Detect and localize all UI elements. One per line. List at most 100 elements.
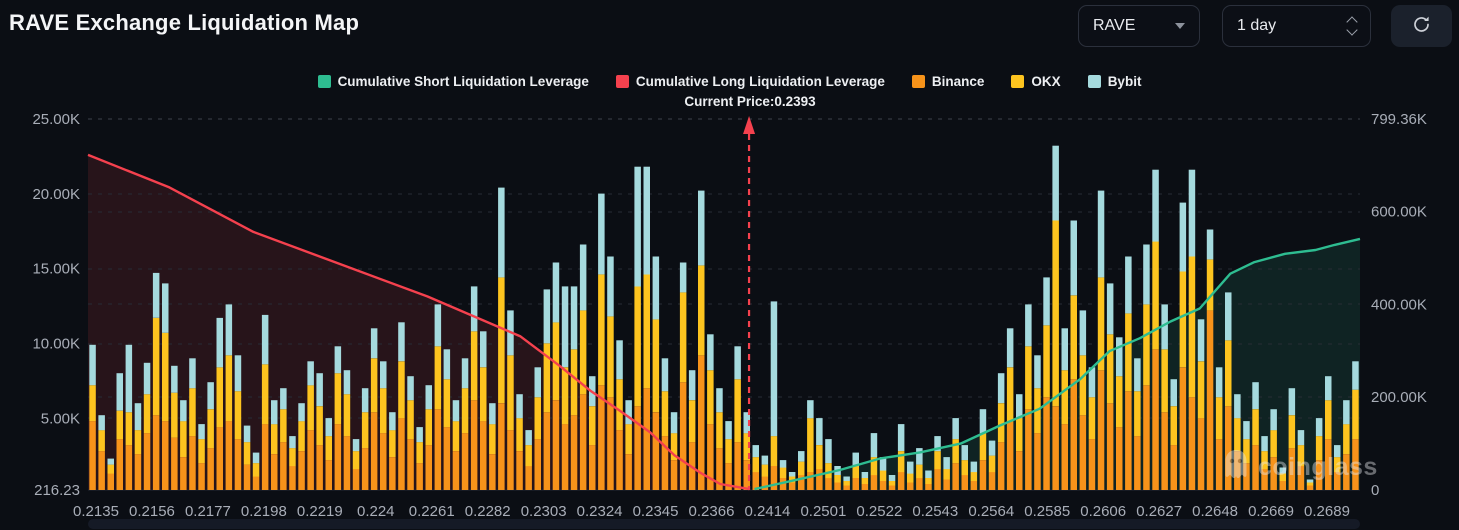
bar-segment-binance[interactable] — [507, 430, 514, 490]
bar-segment-okx[interactable] — [198, 439, 205, 464]
bar-segment-okx[interactable] — [925, 478, 932, 484]
bar-segment-okx[interactable] — [498, 277, 505, 404]
bar-segment-okx[interactable] — [816, 445, 823, 470]
bar-segment-binance[interactable] — [807, 472, 814, 490]
bar-segment-binance[interactable] — [389, 457, 396, 490]
bar-segment-bybit[interactable] — [271, 400, 278, 425]
bar-segment-binance[interactable] — [116, 439, 124, 490]
bar-segment-okx[interactable] — [852, 466, 860, 478]
bar-segment-binance[interactable] — [1334, 472, 1341, 490]
bar-segment-bybit[interactable] — [452, 400, 460, 422]
bar-segment-okx[interactable] — [225, 355, 233, 422]
bar-segment-bybit[interactable] — [470, 286, 478, 332]
bar-segment-binance[interactable] — [1170, 445, 1178, 490]
bar-segment-bybit[interactable] — [1206, 229, 1214, 260]
bar-segment-binance[interactable] — [907, 482, 914, 491]
bar-segment-binance[interactable] — [1206, 310, 1214, 490]
bar-segment-okx[interactable] — [243, 442, 251, 465]
bar-segment-binance[interactable] — [1279, 481, 1287, 490]
bar-segment-binance[interactable] — [316, 445, 323, 490]
bar-segment-binance[interactable] — [1179, 367, 1187, 490]
bar-segment-binance[interactable] — [598, 385, 605, 490]
bar-segment-bybit[interactable] — [1034, 355, 1041, 389]
bar-segment-bybit[interactable] — [107, 458, 115, 465]
bar-segment-bybit[interactable] — [1052, 145, 1059, 221]
bar-segment-binance[interactable] — [380, 433, 387, 490]
bar-segment-bybit[interactable] — [779, 460, 787, 468]
bar-segment-binance[interactable] — [152, 415, 160, 490]
bar-segment-bybit[interactable] — [398, 322, 405, 362]
bar-segment-binance[interactable] — [552, 400, 560, 490]
bar-segment-binance[interactable] — [734, 442, 741, 490]
bar-segment-okx[interactable] — [389, 430, 396, 457]
bar-segment-bybit[interactable] — [171, 365, 178, 393]
bar-segment-bybit[interactable] — [798, 451, 805, 462]
bar-segment-okx[interactable] — [961, 460, 969, 476]
bar-segment-binance[interactable] — [1270, 457, 1277, 490]
bar-segment-binance[interactable] — [107, 473, 115, 491]
bar-segment-binance[interactable] — [1261, 469, 1268, 490]
bar-segment-binance[interactable] — [416, 463, 423, 490]
bar-segment-binance[interactable] — [225, 421, 233, 490]
bar-segment-binance[interactable] — [916, 478, 923, 490]
bar-segment-okx[interactable] — [143, 394, 151, 434]
bar-segment-bybit[interactable] — [1270, 409, 1277, 431]
bar-segment-okx[interactable] — [943, 469, 950, 480]
bar-segment-bybit[interactable] — [852, 452, 860, 467]
bar-segment-okx[interactable] — [1016, 418, 1023, 451]
bar-segment-okx[interactable] — [352, 451, 360, 470]
bar-segment-okx[interactable] — [516, 418, 523, 451]
bar-segment-binance[interactable] — [607, 397, 614, 490]
bar-segment-bybit[interactable] — [443, 349, 451, 380]
bar-segment-bybit[interactable] — [807, 400, 814, 419]
bar-segment-bybit[interactable] — [1025, 304, 1032, 347]
bar-segment-binance[interactable] — [452, 451, 460, 490]
bar-segment-bybit[interactable] — [688, 370, 696, 401]
bar-segment-binance[interactable] — [543, 412, 551, 490]
bar-segment-okx[interactable] — [434, 346, 442, 410]
bar-segment-bybit[interactable] — [234, 355, 242, 392]
bar-segment-bybit[interactable] — [1016, 394, 1023, 419]
bar-segment-okx[interactable] — [289, 448, 296, 467]
bar-segment-okx[interactable] — [189, 388, 196, 437]
bar-segment-binance[interactable] — [725, 463, 732, 490]
bar-segment-okx[interactable] — [107, 464, 115, 474]
bar-segment-bybit[interactable] — [1152, 169, 1159, 242]
bar-segment-binance[interactable] — [761, 476, 769, 491]
bar-segment-okx[interactable] — [116, 410, 124, 440]
bar-segment-okx[interactable] — [643, 274, 651, 389]
bar-segment-okx[interactable] — [480, 367, 487, 422]
bar-segment-bybit[interactable] — [1125, 256, 1132, 314]
bar-segment-bybit[interactable] — [480, 331, 487, 368]
bar-segment-bybit[interactable] — [625, 400, 632, 425]
bar-segment-okx[interactable] — [952, 439, 959, 464]
bar-segment-binance[interactable] — [1297, 466, 1305, 490]
bar-segment-binance[interactable] — [643, 388, 651, 490]
bar-segment-bybit[interactable] — [98, 415, 105, 431]
bar-segment-okx[interactable] — [298, 421, 305, 451]
bar-segment-binance[interactable] — [234, 439, 242, 490]
bar-segment-binance[interactable] — [1079, 415, 1087, 490]
bar-segment-binance[interactable] — [1252, 445, 1259, 490]
bar-segment-okx[interactable] — [398, 361, 405, 419]
bar-segment-okx[interactable] — [907, 473, 914, 483]
bar-segment-binance[interactable] — [1043, 397, 1050, 490]
bar-segment-bybit[interactable] — [343, 370, 351, 395]
bar-segment-bybit[interactable] — [1161, 304, 1168, 350]
bar-segment-bybit[interactable] — [670, 412, 678, 434]
bar-segment-bybit[interactable] — [734, 346, 741, 380]
bar-segment-bybit[interactable] — [579, 244, 587, 311]
bar-segment-okx[interactable] — [1215, 397, 1223, 440]
bar-segment-okx[interactable] — [861, 478, 869, 484]
bar-segment-okx[interactable] — [1197, 361, 1205, 419]
bar-segment-okx[interactable] — [180, 421, 187, 457]
bar-segment-okx[interactable] — [525, 445, 532, 467]
bar-segment-bybit[interactable] — [552, 262, 560, 323]
bar-segment-bybit[interactable] — [952, 418, 959, 440]
bar-segment-okx[interactable] — [1079, 355, 1087, 416]
bar-segment-binance[interactable] — [970, 481, 978, 490]
bar-segment-okx[interactable] — [325, 436, 333, 461]
bar-segment-bybit[interactable] — [916, 448, 923, 465]
bar-segment-bybit[interactable] — [661, 358, 669, 392]
bar-segment-bybit[interactable] — [1343, 400, 1350, 425]
